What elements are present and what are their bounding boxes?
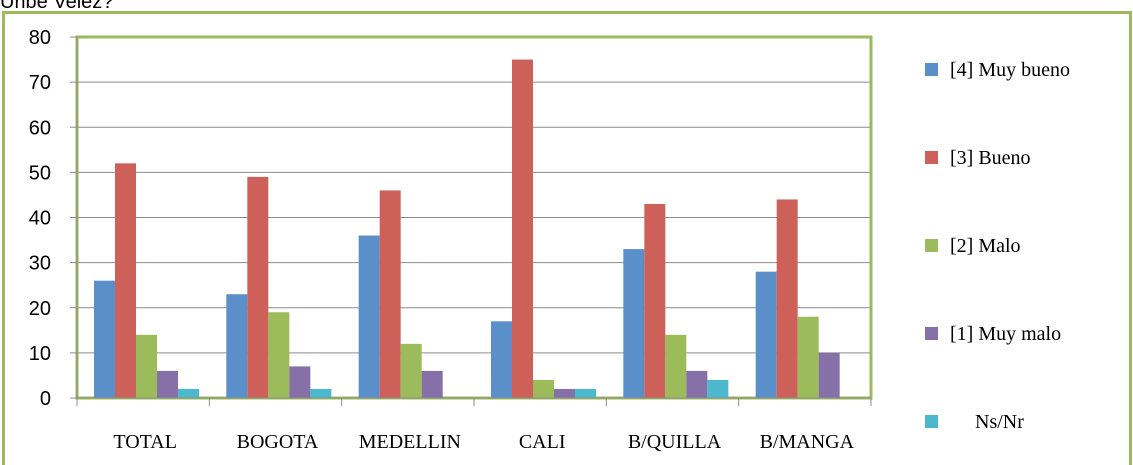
bar [400, 343, 422, 398]
legend-swatch [925, 327, 938, 340]
x-category-label: MEDELLIN [359, 431, 461, 453]
y-tick-label: 70 [29, 72, 51, 94]
bar [310, 388, 332, 398]
legend-label: [1] Muy malo [950, 323, 1061, 345]
bar [115, 163, 136, 398]
y-tick-label: 0 [40, 388, 51, 410]
bar [776, 199, 798, 398]
x-category-label: B/QUILLA [628, 431, 722, 453]
y-tick-label: 30 [29, 253, 51, 275]
x-category-label: CALI [519, 431, 566, 453]
legend-swatch [925, 415, 938, 428]
bar [358, 235, 380, 398]
legend-label: Ns/Nr [975, 411, 1024, 433]
y-tick-label: 50 [29, 162, 51, 184]
bar [665, 334, 687, 398]
bar [533, 379, 554, 398]
legend-swatch [925, 239, 938, 252]
bar [797, 316, 819, 398]
bar [226, 294, 248, 398]
bar [686, 370, 708, 398]
legend-label: [3] Bueno [950, 147, 1031, 169]
chart-legend: [4] Muy bueno [3] Bueno [2] Malo [1] Muy ma… [925, 59, 1070, 433]
x-axis-category-labels: TOTAL BOGOTA MEDELLIN CALI B/QUILLA B/MANGA [113, 431, 854, 453]
x-category-label: TOTAL [113, 431, 177, 453]
bar [623, 249, 645, 398]
bar [157, 370, 178, 398]
y-tick-label: 80 [29, 27, 51, 49]
bar [707, 379, 729, 398]
bar [575, 388, 596, 398]
legend-swatch [925, 151, 938, 164]
y-tick-label: 20 [29, 298, 51, 320]
y-tick-label: 40 [29, 208, 51, 230]
legend-label: [2] Malo [950, 235, 1021, 257]
x-category-label: BOGOTA [237, 431, 319, 453]
chart-outer-frame [2, 11, 1132, 465]
chart-bars [94, 59, 840, 398]
bar [379, 190, 401, 398]
bar [818, 352, 840, 398]
bar [554, 388, 575, 398]
chart-gridlines [77, 36, 871, 354]
bar [289, 366, 311, 398]
header-text: Uribe Velez? [0, 0, 114, 13]
chart-axes [70, 36, 872, 406]
y-tick-label: 10 [29, 343, 51, 365]
bar [491, 321, 512, 398]
legend-label: [4] Muy bueno [950, 59, 1070, 81]
bar [755, 271, 777, 398]
bar [512, 59, 533, 398]
bar [136, 334, 157, 398]
bar [644, 203, 666, 398]
y-tick-label: 60 [29, 117, 51, 139]
y-axis-tick-labels: 0 10 20 30 40 50 60 70 80 [29, 27, 51, 410]
bar [421, 370, 443, 398]
legend-swatch [925, 63, 938, 76]
bar [94, 280, 115, 398]
bar [268, 312, 290, 398]
bar [178, 388, 199, 398]
x-category-label: B/MANGA [760, 431, 855, 453]
bar [247, 176, 269, 398]
